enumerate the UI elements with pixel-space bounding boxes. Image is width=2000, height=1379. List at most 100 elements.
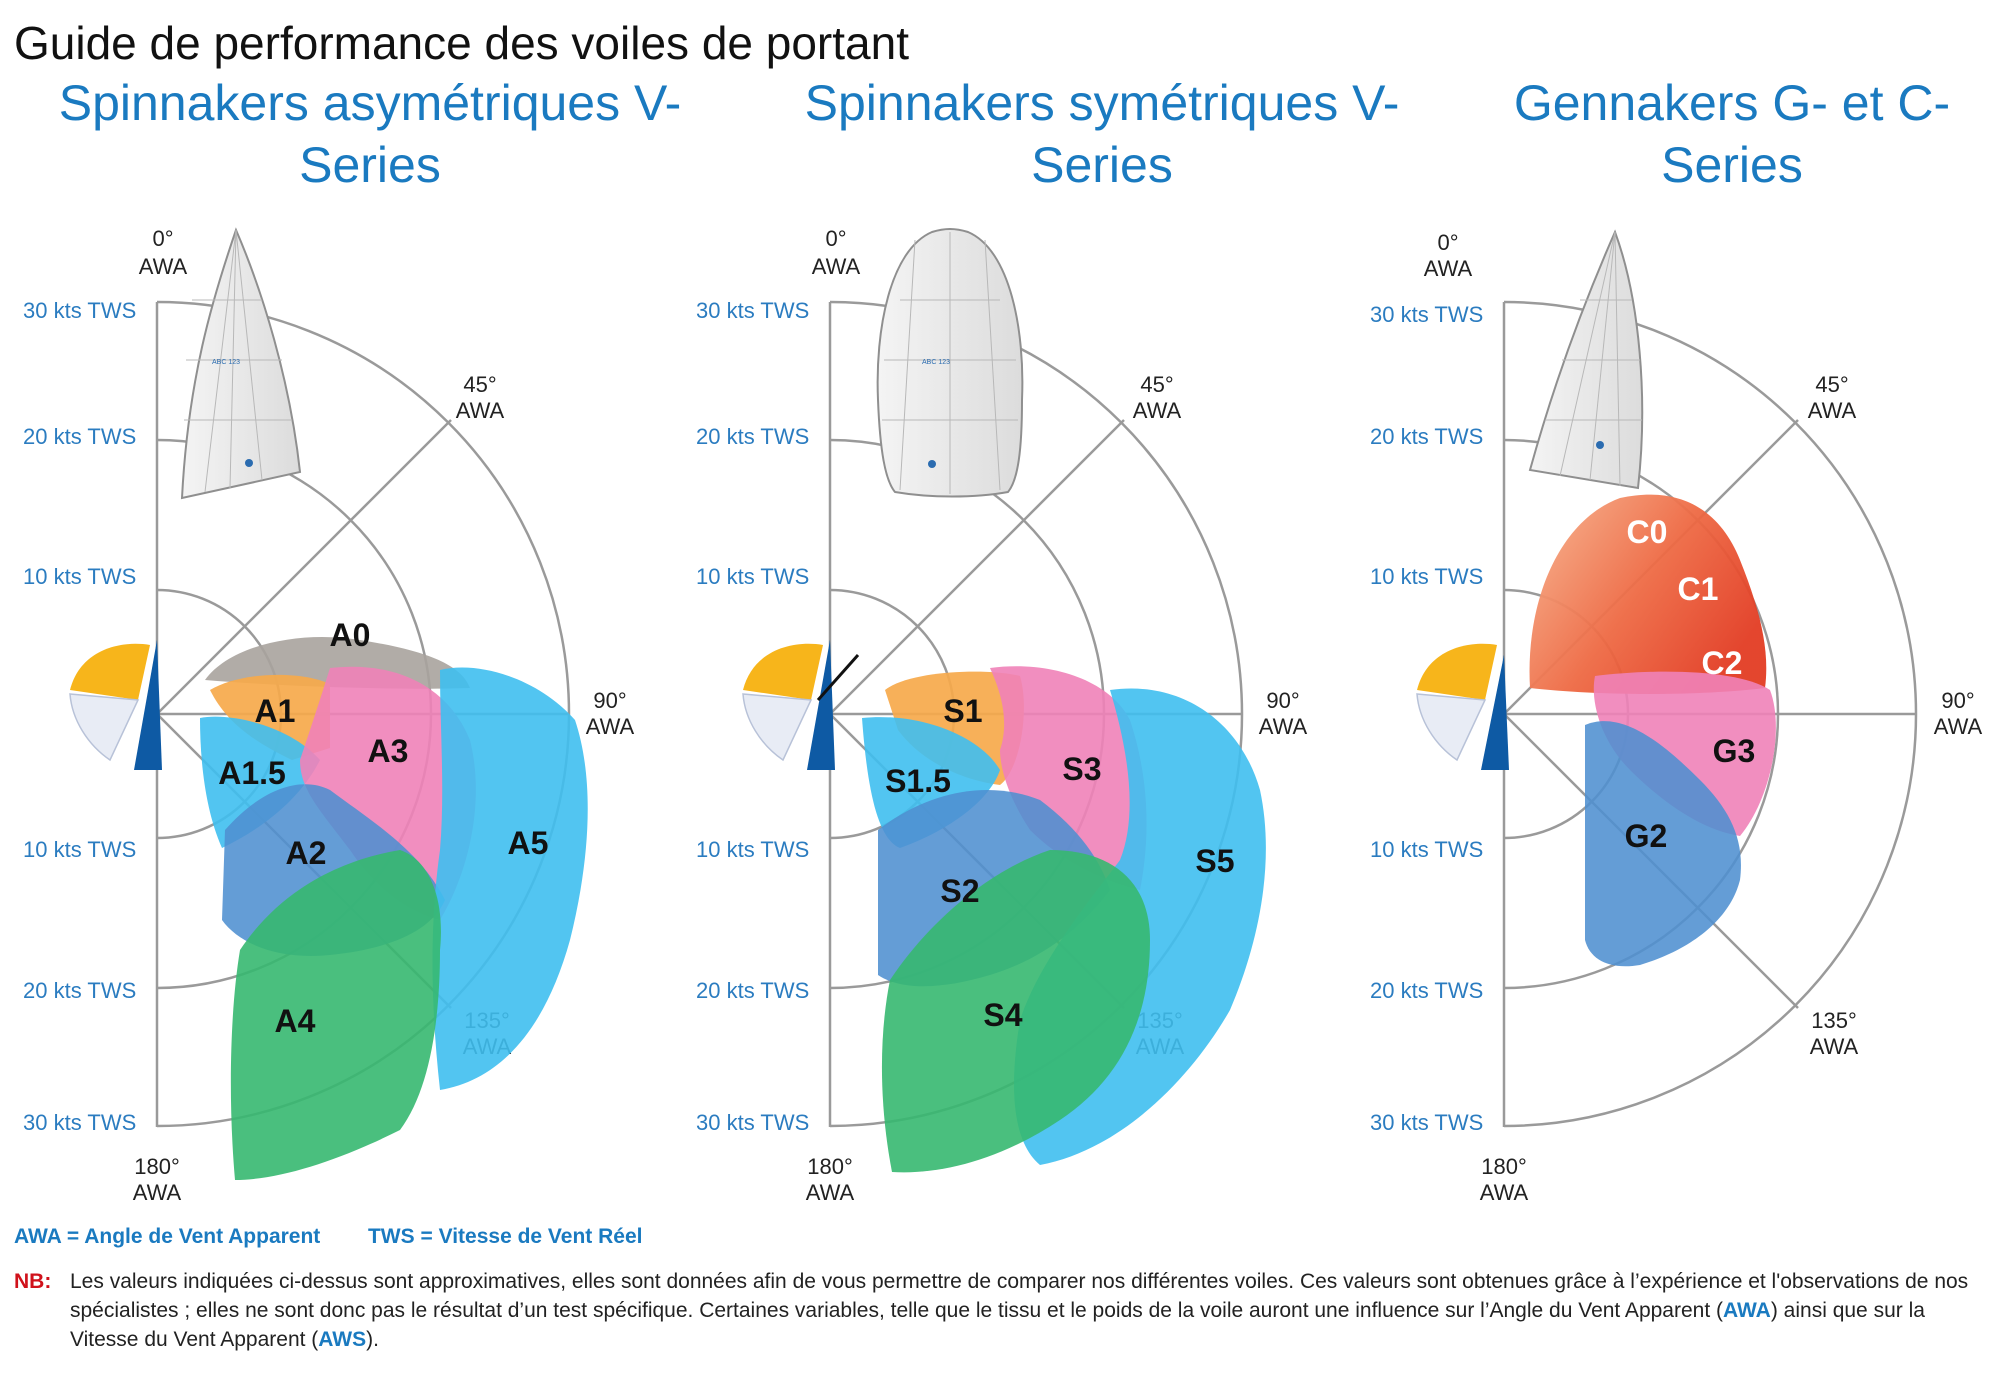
zone-label: S1.5 — [885, 763, 951, 799]
zone-label: A5 — [508, 825, 549, 861]
zone-A3 — [300, 666, 476, 920]
tws-label: 20 kts TWS — [1370, 424, 1483, 449]
zone-label: C2 — [1702, 645, 1743, 681]
tws-label: 20 kts TWS — [696, 978, 809, 1003]
awa-angle: 0° — [152, 226, 173, 251]
zone-label: G2 — [1625, 818, 1668, 854]
awa-angle: 45° — [1815, 372, 1848, 397]
tws-labels: 30 kts TWS 20 kts TWS 10 kts TWS 10 kts … — [1370, 302, 1483, 1135]
panel-title-symmetric: Spinnakers symétriques V- Series — [762, 72, 1442, 196]
awa-unit: AWA — [1810, 1034, 1859, 1059]
panel-title-line1: Spinnakers asymétriques V- — [58, 75, 682, 131]
sail-number-label: ABC 123 — [212, 359, 240, 366]
tws-label: 20 kts TWS — [1370, 978, 1483, 1003]
sail-zones — [1529, 494, 1776, 967]
zone-label: A4 — [275, 1003, 316, 1039]
awa-angle: 45° — [463, 372, 496, 397]
zone-A4 — [230, 850, 441, 1180]
awa-angle: 0° — [825, 226, 846, 251]
sail-dot-icon — [928, 460, 936, 468]
zone-label: A1 — [255, 693, 296, 729]
awa-angle: 180° — [807, 1154, 853, 1179]
page-title: Guide de performance des voiles de porta… — [14, 17, 909, 69]
zone-G2 — [1585, 721, 1741, 967]
zone-C-series — [1529, 494, 1767, 694]
tws-label: 10 kts TWS — [1370, 837, 1483, 862]
sail-dot-icon — [245, 459, 253, 467]
boat-icon — [1416, 643, 1509, 770]
note: NB: Les valeurs indiquées ci-dessus sont… — [14, 1267, 1994, 1354]
tws-label: 10 kts TWS — [23, 564, 136, 589]
awa-labels: 0° AWA 45° AWA 90° AWA 135° AWA 180° AWA — [1424, 230, 1983, 1205]
note-label: NB: — [14, 1270, 52, 1293]
awa-unit: AWA — [1133, 398, 1182, 423]
zone-A1 — [210, 674, 330, 760]
zone-A1.5 — [200, 716, 320, 848]
awa-unit: AWA — [1424, 256, 1473, 281]
zone-A5 — [432, 667, 588, 1090]
polar-panel-asymmetric: 30 kts TWS 20 kts TWS 10 kts TWS 10 kts … — [23, 226, 635, 1205]
zone-label: A1.5 — [218, 755, 286, 791]
awa-unit: AWA — [586, 714, 635, 739]
panel-title-line2: Series — [1661, 137, 1803, 193]
tws-labels: 30 kts TWS 20 kts TWS 10 kts TWS 10 kts … — [23, 298, 136, 1135]
tws-label: 30 kts TWS — [1370, 302, 1483, 327]
tws-label: 10 kts TWS — [23, 837, 136, 862]
tws-label: 20 kts TWS — [23, 978, 136, 1003]
awa-angle: 0° — [1437, 230, 1458, 255]
symmetric-spinnaker-illustration: ABC 123 — [876, 228, 1024, 498]
sail-dot-icon — [1596, 441, 1604, 449]
tws-label: 20 kts TWS — [696, 424, 809, 449]
zone-S3 — [990, 666, 1147, 890]
tws-label: 30 kts TWS — [23, 298, 136, 323]
gennaker-illustration — [1528, 229, 1644, 490]
tws-label: 10 kts TWS — [696, 564, 809, 589]
zone-label: S4 — [983, 997, 1022, 1033]
tws-label: 30 kts TWS — [696, 298, 809, 323]
awa-angle: 90° — [1941, 688, 1974, 713]
zone-label: S1 — [943, 693, 982, 729]
asymmetric-spinnaker-illustration: ABC 123 — [180, 227, 302, 500]
note-text: Les valeurs indiquées ci-dessus sont app… — [70, 1270, 1969, 1351]
zone-labels: A0 A1 A1.5 A2 A3 A4 A5 — [218, 617, 548, 1039]
awa-unit: AWA — [812, 254, 861, 279]
tws-label: 30 kts TWS — [1370, 1110, 1483, 1135]
zone-label: S2 — [940, 873, 979, 909]
zone-label: A0 — [330, 617, 371, 653]
polar-panel-gennakers: 30 kts TWS 20 kts TWS 10 kts TWS 10 kts … — [1370, 229, 1983, 1205]
zone-label: S5 — [1195, 843, 1234, 879]
awa-angle: 180° — [1481, 1154, 1527, 1179]
panel-title-line1: Spinnakers symétriques V- — [804, 75, 1400, 131]
tws-label: 30 kts TWS — [696, 1110, 809, 1135]
panel-title-asymmetric: Spinnakers asymétriques V- Series — [30, 72, 710, 196]
sail-zones — [200, 636, 588, 1180]
panel-title-line1: Gennakers G- et C- — [1513, 75, 1951, 131]
awa-angle: 90° — [1266, 688, 1299, 713]
panel-title-line2: Series — [1031, 137, 1173, 193]
zone-label: C0 — [1627, 514, 1668, 550]
zone-labels: C0 C1 C2 G2 G3 — [1625, 514, 1756, 854]
sail-zones — [862, 666, 1266, 1173]
zone-label: C1 — [1678, 571, 1719, 607]
awa-unit: AWA — [1259, 714, 1308, 739]
awa-unit: AWA — [456, 398, 505, 423]
awa-unit: AWA — [806, 1180, 855, 1205]
awa-angle: 90° — [593, 688, 626, 713]
tws-label: 10 kts TWS — [1370, 564, 1483, 589]
panel-title-gennakers: Gennakers G- et C- Series — [1392, 72, 2000, 196]
zone-label: G3 — [1713, 733, 1756, 769]
zone-label: A2 — [286, 835, 327, 871]
polar-diagrams: 30 kts TWS 20 kts TWS 10 kts TWS 10 kts … — [23, 226, 1983, 1205]
awa-unit: AWA — [1808, 398, 1857, 423]
panel-title-line2: Series — [299, 137, 441, 193]
legend-tws: TWS = Vitesse de Vent Réel — [367, 1225, 643, 1248]
awa-angle: 180° — [134, 1154, 180, 1179]
zone-G3 — [1593, 671, 1776, 836]
awa-unit: AWA — [1934, 714, 1983, 739]
tws-label: 10 kts TWS — [696, 837, 809, 862]
polar-panel-symmetric: 30 kts TWS 20 kts TWS 10 kts TWS 10 kts … — [696, 226, 1308, 1205]
boat-icon — [742, 640, 860, 770]
tws-label: 20 kts TWS — [23, 424, 136, 449]
zone-S1.5 — [862, 717, 1000, 848]
legend-awa: AWA = Angle de Vent Apparent — [14, 1225, 321, 1248]
